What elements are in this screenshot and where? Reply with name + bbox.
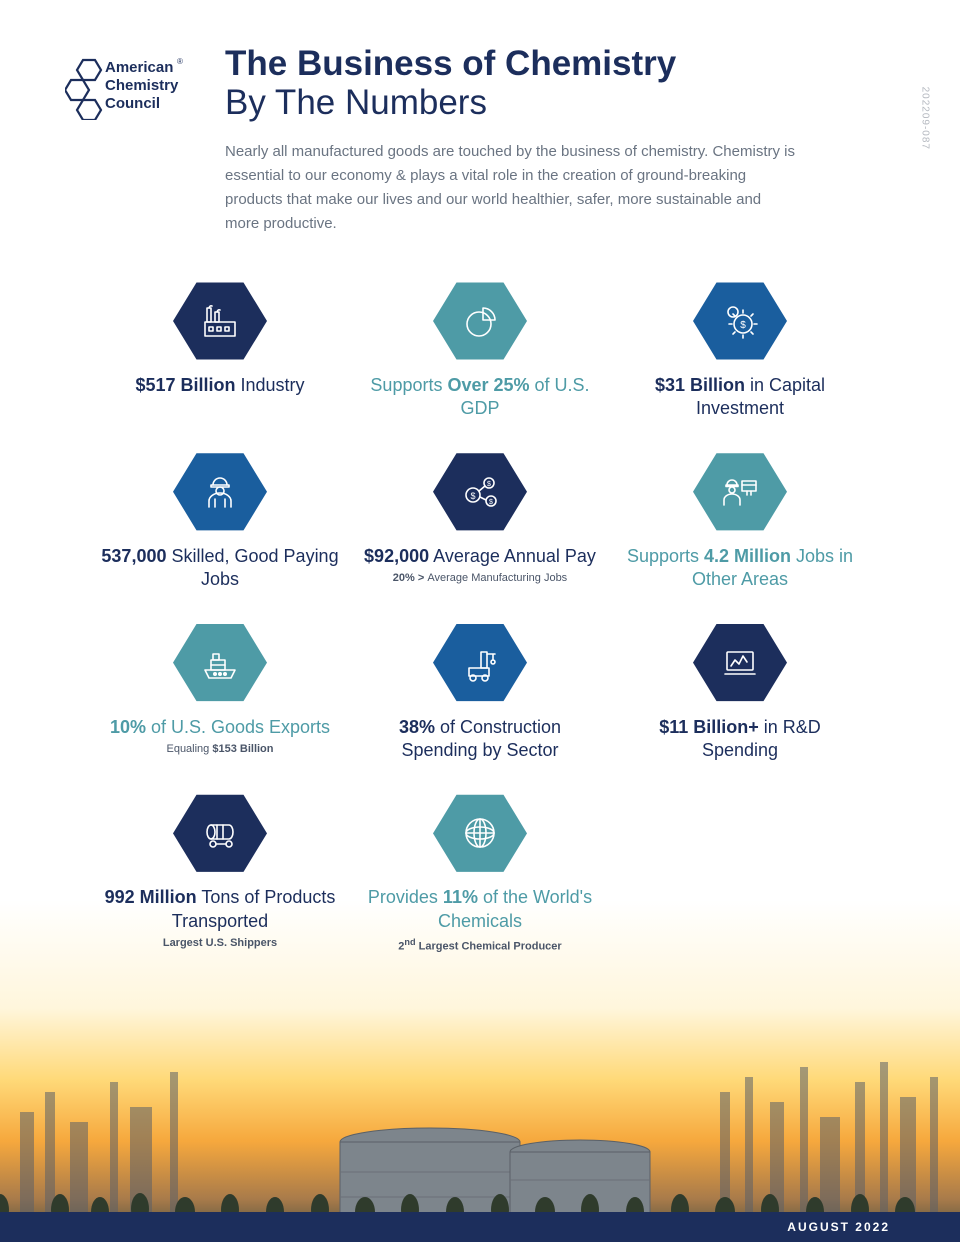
stat-label: 10% of U.S. Goods Exports	[100, 716, 340, 739]
stat-label: 992 Million Tons of Products Transported	[100, 886, 340, 933]
stat-cell: Supports 4.2 Million Jobs in Other Areas	[620, 451, 860, 592]
acc-logo: American ® Chemistry Council	[65, 50, 195, 125]
laptop-icon	[693, 622, 787, 704]
stat-cell: 537,000 Skilled, Good Paying Jobs	[100, 451, 340, 592]
footer-bar: AUGUST 2022	[0, 1212, 960, 1242]
tanker-icon	[173, 792, 267, 874]
stat-cell: $ $ $ $92,000 Average Annual Pay 20% > Av…	[360, 451, 600, 592]
stat-subnote: Equaling $153 Billion	[100, 743, 340, 755]
svg-text:$: $	[740, 320, 746, 331]
stat-cell: $ $31 Billion in Capital Investment	[620, 280, 860, 421]
stat-subnote: 20% > Average Manufacturing Jobs	[360, 572, 600, 584]
logo-line3: Council	[105, 95, 160, 112]
stat-label: Supports 4.2 Million Jobs in Other Areas	[620, 545, 860, 592]
stats-grid: $517 Billion Industry Supports Over 25% …	[100, 280, 860, 953]
intro-text: Nearly all manufactured goods are touche…	[225, 140, 795, 236]
logo-line2: Chemistry	[105, 77, 179, 94]
crane-icon	[433, 622, 527, 704]
svg-text:$: $	[487, 481, 491, 488]
svg-text:$: $	[470, 491, 475, 501]
stat-cell: Provides 11% of the World's Chemicals 2nd…	[360, 792, 600, 952]
stat-label: 38% of Construction Spending by Sector	[360, 716, 600, 763]
title-bold: The Business of Chemistry	[225, 45, 880, 84]
stat-label: $31 Billion in Capital Investment	[620, 374, 860, 421]
workers-icon	[693, 451, 787, 533]
stat-label: $92,000 Average Annual Pay	[360, 545, 600, 568]
doc-code: 202209-087	[919, 87, 930, 150]
stat-subnote: Largest U.S. Shippers	[100, 937, 340, 949]
header: The Business of Chemistry By The Numbers…	[225, 45, 880, 236]
stat-label: Provides 11% of the World's Chemicals	[360, 886, 600, 933]
stat-label: 537,000 Skilled, Good Paying Jobs	[100, 545, 340, 592]
factory-icon	[173, 280, 267, 362]
stat-cell: 992 Million Tons of Products Transported…	[100, 792, 340, 952]
stat-label: $11 Billion+ in R&D Spending	[620, 716, 860, 763]
stat-cell: Supports Over 25% of U.S. GDP	[360, 280, 600, 421]
footer-date: AUGUST 2022	[787, 1212, 890, 1242]
stat-cell: $11 Billion+ in R&D Spending	[620, 622, 860, 763]
ship-icon	[173, 622, 267, 704]
logo-reg: ®	[177, 57, 183, 66]
money-icon: $ $ $	[433, 451, 527, 533]
pie-icon	[433, 280, 527, 362]
gears-icon: $	[693, 280, 787, 362]
stat-cell: 38% of Construction Spending by Sector	[360, 622, 600, 763]
stat-subnote: 2nd Largest Chemical Producer	[360, 937, 600, 953]
logo-line1: American	[105, 59, 173, 76]
worker-icon	[173, 451, 267, 533]
svg-text:$: $	[489, 499, 493, 506]
title-light: By The Numbers	[225, 84, 880, 123]
stat-label: $517 Billion Industry	[100, 374, 340, 397]
stat-label: Supports Over 25% of U.S. GDP	[360, 374, 600, 421]
stat-cell: $517 Billion Industry	[100, 280, 340, 421]
globe-icon	[433, 792, 527, 874]
stat-cell: 10% of U.S. Goods Exports Equaling $153 B…	[100, 622, 340, 763]
